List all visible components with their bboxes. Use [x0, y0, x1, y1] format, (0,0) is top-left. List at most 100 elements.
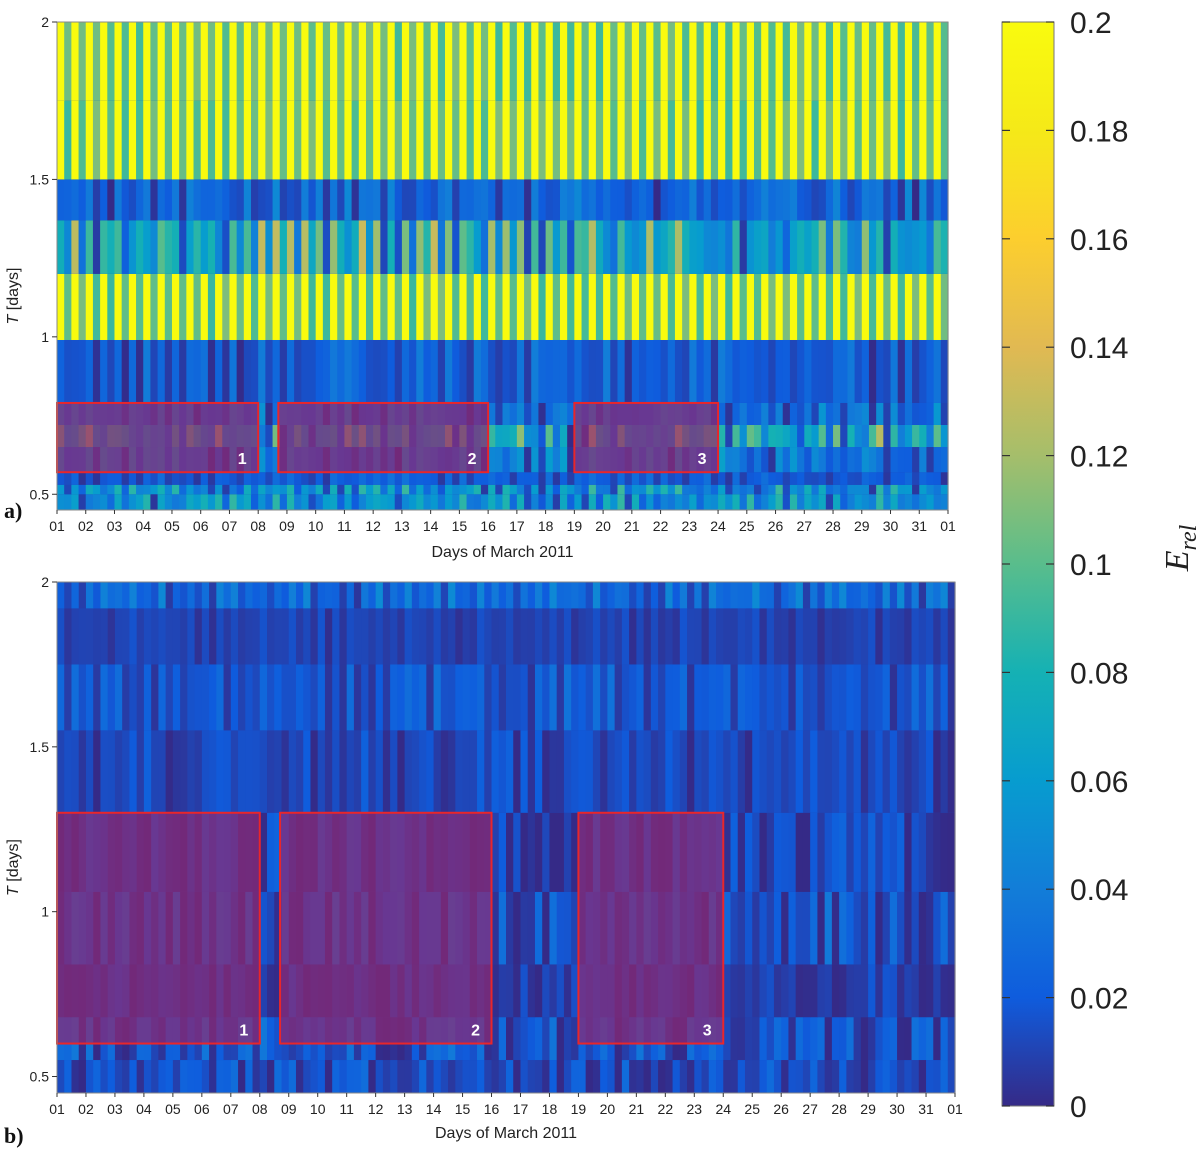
heatmap-cell: [136, 220, 144, 274]
heatmap-cell: [876, 484, 884, 495]
heatmap-cell: [617, 273, 626, 340]
heatmap-cell: [552, 22, 561, 101]
heatmap-cell: [610, 472, 619, 485]
heatmap-cell: [861, 484, 870, 495]
heatmap-cell: [171, 484, 180, 495]
heatmap-cell: [549, 812, 558, 892]
heatmap-cell: [488, 220, 496, 274]
heatmap-cell: [466, 472, 475, 485]
heatmap-cell: [890, 273, 899, 340]
highlight-box: [577, 811, 725, 1045]
heatmap-cell: [308, 494, 317, 510]
heatmap-cell: [725, 402, 734, 425]
heatmap-cell: [687, 730, 695, 813]
highlight-box-label: 1: [239, 1023, 248, 1040]
heatmap-cell: [621, 664, 630, 731]
heatmap-cell: [265, 424, 274, 448]
heatmap-cell: [502, 472, 511, 485]
heatmap-cell: [860, 608, 869, 665]
heatmap-cell: [788, 1060, 797, 1093]
heatmap-cell: [563, 608, 572, 665]
heatmap-cell: [631, 179, 640, 221]
heatmap-cell: [286, 220, 295, 274]
heatmap-cell: [549, 1060, 558, 1093]
heatmap-cell: [919, 22, 928, 101]
heatmap-cell: [150, 220, 159, 274]
heatmap-cell: [322, 484, 331, 495]
x-tick-label: 29: [854, 518, 870, 534]
heatmap-cell: [380, 484, 389, 495]
heatmap-cell: [301, 339, 310, 403]
heatmap-cell: [631, 22, 640, 101]
heatmap-cell: [607, 1060, 616, 1093]
heatmap-cell: [687, 608, 695, 665]
heatmap-cell: [744, 730, 753, 813]
heatmap-cell: [308, 220, 317, 274]
x-tick-label: 16: [484, 1101, 500, 1117]
heatmap-cell: [883, 494, 892, 510]
heatmap-cell: [315, 100, 324, 180]
heatmap-cell: [200, 100, 209, 180]
heatmap-cell: [365, 22, 374, 101]
heatmap-cell: [259, 812, 268, 892]
heatmap-cell: [194, 1060, 203, 1093]
heatmap-cell: [595, 484, 604, 495]
colorbar-tick-label: 0.1: [1070, 549, 1112, 582]
heatmap-cell: [344, 339, 353, 403]
heatmap-cell: [840, 220, 849, 274]
heatmap-cell: [753, 494, 762, 510]
heatmap-cell: [459, 484, 468, 495]
heatmap-cell: [904, 494, 913, 510]
heatmap-cell: [194, 664, 203, 731]
heatmap-cell: [365, 100, 374, 180]
heatmap-cell: [524, 220, 532, 274]
heatmap-cell: [919, 424, 928, 448]
heatmap-cell: [164, 179, 173, 221]
heatmap-cell: [433, 582, 442, 609]
colorbar-title: Erel: [1159, 524, 1200, 572]
heatmap-cell: [409, 220, 417, 274]
heatmap-cell: [448, 664, 456, 731]
heatmap-cell: [409, 339, 417, 403]
heatmap-cell: [811, 100, 820, 180]
heatmap-cell: [480, 22, 489, 101]
heatmap-cell: [491, 891, 500, 965]
heatmap-cell: [567, 424, 575, 448]
heatmap-cell: [574, 484, 583, 495]
heatmap-cell: [452, 179, 460, 221]
heatmap-cell: [157, 100, 166, 180]
heatmap-cell: [251, 273, 259, 340]
heatmap-cell: [759, 664, 768, 731]
heatmap-cell: [639, 273, 647, 340]
heatmap-cell: [491, 812, 500, 892]
heatmap-cell: [825, 100, 834, 180]
heatmap-cell: [603, 273, 611, 340]
heatmap-cell: [847, 472, 856, 485]
heatmap-cell: [495, 273, 504, 340]
heatmap-cell: [581, 472, 590, 485]
heatmap-cell: [201, 1060, 210, 1093]
heatmap-cell: [294, 472, 302, 485]
heatmap-cell: [919, 447, 928, 473]
heatmap-cell: [207, 273, 216, 340]
heatmap-cell: [646, 179, 654, 221]
heatmap-cell: [752, 964, 761, 1018]
heatmap-cell: [322, 22, 331, 101]
heatmap-cell: [811, 220, 820, 274]
heatmap-cell: [752, 608, 761, 665]
heatmap-cell: [737, 812, 746, 892]
heatmap-cell: [833, 402, 841, 425]
heatmap-cell: [473, 220, 482, 274]
heatmap-cell: [78, 100, 87, 180]
heatmap-cell: [752, 1060, 761, 1093]
heatmap-cell: [744, 582, 753, 609]
heatmap-cell: [718, 494, 726, 510]
heatmap-cell: [430, 273, 439, 340]
heatmap-cell: [353, 730, 362, 813]
heatmap-cell: [390, 730, 398, 813]
heatmap-cell: [171, 339, 180, 403]
heatmap-cell: [559, 273, 568, 340]
heatmap-cell: [93, 730, 102, 813]
heatmap-cell: [545, 402, 554, 425]
heatmap-cell: [107, 220, 116, 274]
